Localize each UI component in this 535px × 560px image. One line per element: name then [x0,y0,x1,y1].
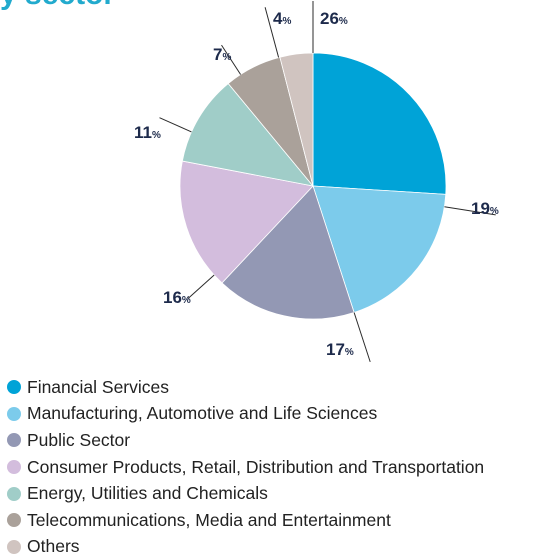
leader-line [187,274,215,299]
legend-swatch [7,486,21,501]
legend-label: Energy, Utilities and Chemicals [27,483,268,504]
pie-slice [312,185,447,313]
chart-title: y sector [0,0,115,12]
pie-chart: 26% 19% 17% 16% 11% 7% 4% [134,1,499,363]
legend: Financial Services Manufacturing, Automot… [7,374,484,560]
leader-line [353,312,371,363]
pie-slice [179,160,314,284]
legend-item: Public Sector [7,427,484,454]
data-label: 11% [134,123,161,142]
legend-swatch [7,433,21,448]
legend-item: Financial Services [7,374,484,401]
data-label: 26% [320,9,348,28]
legend-item: Consumer Products, Retail, Distribution … [7,454,484,481]
legend-label: Others [27,536,80,557]
legend-label: Financial Services [27,376,169,397]
legend-label: Manufacturing, Automotive and Life Scien… [27,403,378,424]
data-label: 19% [471,199,499,218]
legend-swatch [7,539,21,554]
legend-swatch [7,380,21,395]
legend-item: Manufacturing, Automotive and Life Scien… [7,401,484,428]
data-label: 7% [213,45,231,64]
data-label: 4% [273,9,291,28]
leader-line [159,117,192,133]
pie-slice [181,82,315,187]
legend-label: Telecommunications, Media and Entertainm… [27,509,391,530]
leader-line [444,206,496,216]
pie-slice [312,52,447,195]
data-label: 16% [163,288,191,307]
pie-slice [221,185,355,320]
legend-label: Public Sector [27,429,131,450]
legend-swatch [7,460,21,475]
legend-swatch [7,406,21,421]
legend-item: Others [7,534,484,560]
legend-swatch [7,513,21,528]
leader-line [264,7,280,58]
legend-item: Telecommunications, Media and Entertainm… [7,507,484,534]
leader-line [221,44,242,75]
legend-item: Energy, Utilities and Chemicals [7,480,484,507]
legend-label: Consumer Products, Retail, Distribution … [27,456,485,477]
data-label: 17% [326,340,354,359]
